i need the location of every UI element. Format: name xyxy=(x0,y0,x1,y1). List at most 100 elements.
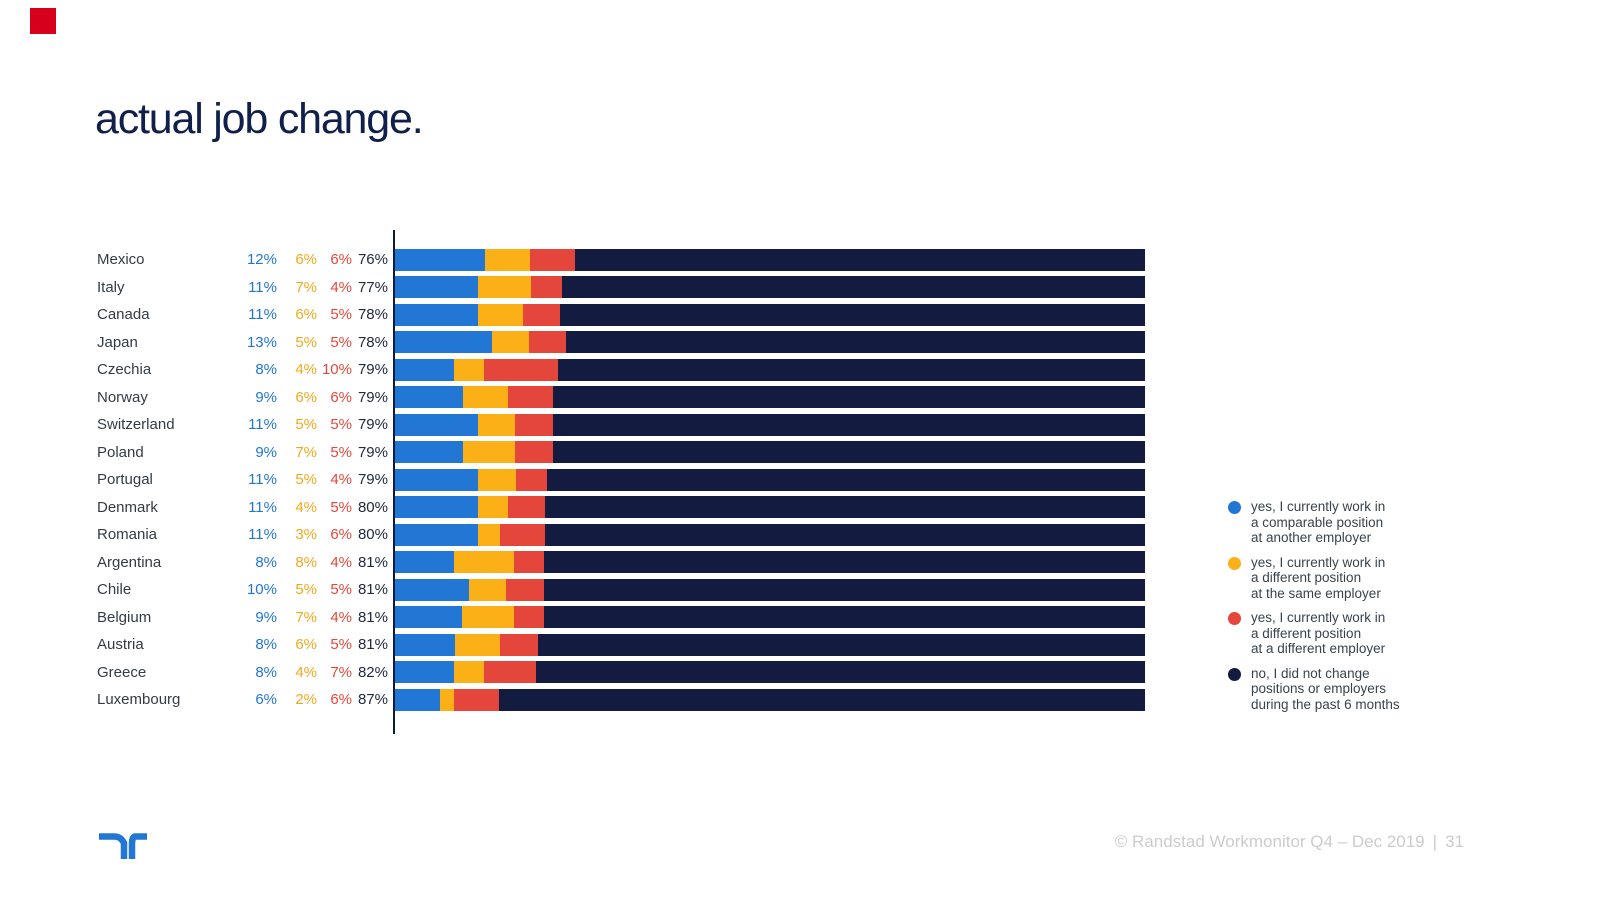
value-label: 4% xyxy=(330,608,352,626)
value-label: 6% xyxy=(295,306,317,324)
stacked-bar xyxy=(395,248,1145,271)
bar-segment xyxy=(552,441,1145,464)
bar-segment xyxy=(395,358,455,381)
value-label: 3% xyxy=(295,526,317,544)
bar-segment xyxy=(395,331,492,354)
bar-segment xyxy=(477,303,523,326)
value-label: 5% xyxy=(330,498,352,516)
bar-segment xyxy=(395,303,478,326)
value-label: 9% xyxy=(255,608,277,626)
chart-row: Argentina 8% 8% 4% 81% xyxy=(97,549,1145,577)
value-label: 9% xyxy=(255,443,277,461)
value-label: 6% xyxy=(330,526,352,544)
value-label: 4% xyxy=(295,361,317,379)
value-label: 5% xyxy=(330,443,352,461)
chart-rows: Mexico 12% 6% 6% 76% Italy 11% 7% 4% 77% Canada 11%… xyxy=(97,246,1145,714)
legend-label: no, I did not change positions or employe… xyxy=(1251,665,1400,712)
bar-segment xyxy=(455,633,500,656)
chart-row: Denmark 11% 4% 5% 80% xyxy=(97,494,1145,522)
bar-segment xyxy=(462,441,515,464)
value-label: 81% xyxy=(357,608,388,626)
legend-label: yes, I currently work in a comparable pos… xyxy=(1251,499,1386,545)
value-label: 11% xyxy=(248,526,277,544)
brand-accent-square xyxy=(30,8,56,34)
value-label: 4% xyxy=(330,278,352,296)
stacked-bar-chart: Mexico 12% 6% 6% 76% Italy 11% 7% 4% 77% Canada 11%… xyxy=(97,230,1145,734)
stacked-bar xyxy=(395,441,1145,464)
value-label: 5% xyxy=(330,416,352,434)
stacked-bar xyxy=(395,496,1145,519)
legend: yes, I currently work in a comparable pos… xyxy=(1228,499,1400,721)
bar-segment xyxy=(395,441,463,464)
value-label: 6% xyxy=(295,388,317,406)
bar-segment xyxy=(454,358,485,381)
bar-segment xyxy=(395,578,470,601)
country-label: Chile xyxy=(97,581,132,599)
bar-segment xyxy=(565,331,1145,354)
value-label: 5% xyxy=(295,333,317,351)
chart-row: Italy 11% 7% 4% 77% xyxy=(97,274,1145,302)
value-label: 6% xyxy=(295,251,317,269)
value-label: 78% xyxy=(357,306,388,324)
value-label: 81% xyxy=(357,553,388,571)
value-label: 10% xyxy=(246,581,277,599)
legend-item: yes, I currently work in a different posi… xyxy=(1228,610,1400,657)
value-label: 13% xyxy=(246,333,277,351)
bar-segment xyxy=(522,303,560,326)
value-label: 87% xyxy=(357,691,388,709)
value-label: 79% xyxy=(357,361,388,379)
legend-item: no, I did not change positions or employe… xyxy=(1228,666,1400,713)
country-label: Belgium xyxy=(97,608,152,626)
value-label: 11% xyxy=(248,471,277,489)
chart-row: Portugal 11% 5% 4% 79% xyxy=(97,466,1145,494)
value-label: 6% xyxy=(330,388,352,406)
bar-segment xyxy=(513,606,544,629)
stacked-bar xyxy=(395,633,1145,656)
chart-row: Mexico 12% 6% 6% 76% xyxy=(97,246,1145,274)
stacked-bar xyxy=(395,413,1145,436)
legend-item: yes, I currently work in a comparable pos… xyxy=(1228,499,1400,546)
legend-dot xyxy=(1228,556,1241,570)
bar-segment xyxy=(515,413,553,436)
value-label: 79% xyxy=(357,471,388,489)
country-label: Greece xyxy=(97,663,147,681)
bar-segment xyxy=(507,496,545,519)
chart-row: Belgium 9% 7% 4% 81% xyxy=(97,604,1145,632)
value-label: 7% xyxy=(295,278,317,296)
bar-segment xyxy=(469,578,507,601)
legend-label: yes, I currently work in a different posi… xyxy=(1251,554,1386,601)
bar-segment xyxy=(454,661,485,684)
bar-segment xyxy=(575,248,1145,271)
value-label: 11% xyxy=(248,416,277,434)
chart-row: Chile 10% 5% 5% 81% xyxy=(97,576,1145,604)
value-label: 5% xyxy=(295,416,317,434)
value-label: 9% xyxy=(255,388,277,406)
country-label: Czechia xyxy=(97,361,152,379)
bar-segment xyxy=(395,386,463,409)
bar-segment xyxy=(531,276,562,299)
value-label: 5% xyxy=(330,636,352,654)
value-label: 82% xyxy=(357,663,388,681)
bar-segment xyxy=(461,606,514,629)
bar-segment xyxy=(498,688,1145,711)
value-label: 6% xyxy=(295,636,317,654)
bar-segment xyxy=(454,551,514,574)
stacked-bar xyxy=(395,606,1145,629)
chart-row: Luxembourg 6% 2% 6% 87% xyxy=(97,686,1145,714)
bar-segment xyxy=(536,661,1145,684)
value-label: 11% xyxy=(248,278,277,296)
chart-row: Austria 8% 6% 5% 81% xyxy=(97,631,1145,659)
bar-segment xyxy=(454,688,499,711)
bar-segment xyxy=(395,496,478,519)
value-label: 81% xyxy=(357,581,388,599)
bar-segment xyxy=(515,441,553,464)
legend-dot xyxy=(1228,667,1241,681)
bar-segment xyxy=(500,633,538,656)
bar-segment xyxy=(462,386,508,409)
country-label: Portugal xyxy=(97,471,153,489)
stacked-bar xyxy=(395,331,1145,354)
bar-segment xyxy=(537,633,1145,656)
chart-axis-line xyxy=(393,230,395,734)
bar-segment xyxy=(395,688,440,711)
value-label: 4% xyxy=(295,663,317,681)
